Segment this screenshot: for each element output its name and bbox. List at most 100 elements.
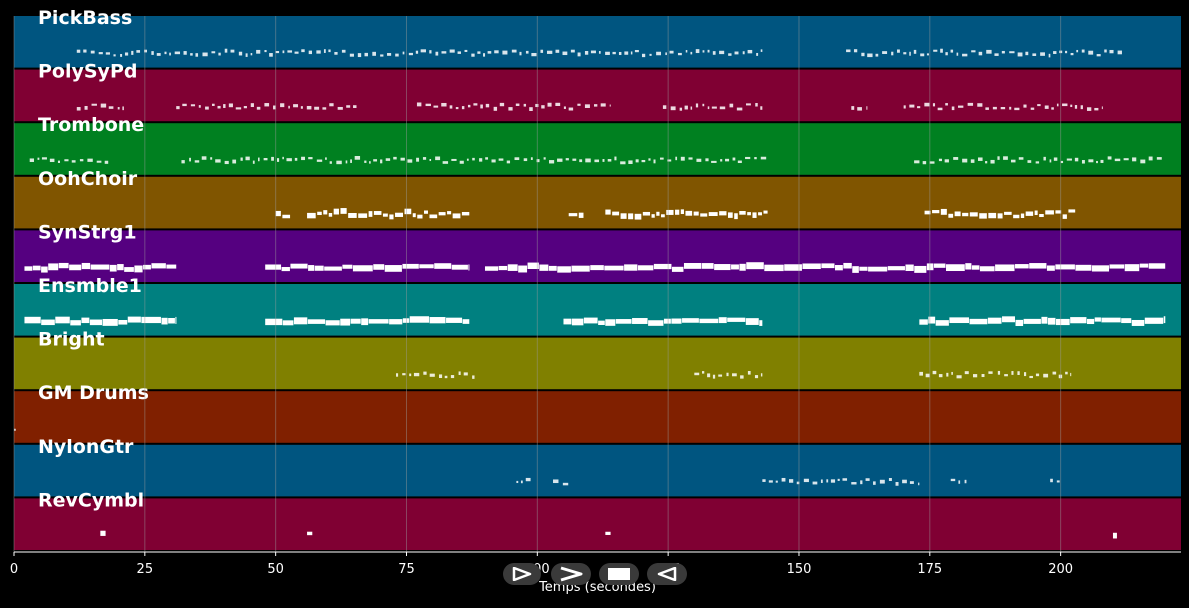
note bbox=[282, 214, 291, 219]
note bbox=[250, 53, 253, 56]
note bbox=[682, 318, 699, 323]
note bbox=[1011, 371, 1014, 375]
note bbox=[1112, 532, 1117, 539]
note bbox=[977, 103, 983, 107]
note bbox=[656, 51, 662, 56]
note bbox=[1163, 316, 1166, 324]
note bbox=[535, 103, 539, 108]
note bbox=[1100, 159, 1104, 163]
note bbox=[293, 104, 299, 108]
note bbox=[507, 264, 518, 271]
note bbox=[494, 50, 499, 54]
note bbox=[557, 266, 571, 273]
note bbox=[228, 103, 233, 108]
note bbox=[1058, 374, 1063, 379]
rewind-button[interactable] bbox=[647, 563, 687, 585]
note bbox=[695, 103, 699, 108]
note bbox=[903, 52, 907, 55]
note bbox=[369, 161, 371, 164]
note bbox=[756, 52, 759, 56]
note bbox=[90, 50, 95, 54]
note bbox=[523, 103, 527, 107]
note bbox=[1018, 157, 1024, 160]
note-segment bbox=[851, 106, 868, 111]
note bbox=[857, 107, 862, 111]
note bbox=[1023, 104, 1027, 108]
note bbox=[918, 482, 920, 486]
note bbox=[122, 106, 124, 111]
note bbox=[435, 156, 441, 161]
note bbox=[1009, 106, 1012, 110]
note bbox=[755, 103, 758, 107]
note bbox=[1041, 316, 1048, 324]
note bbox=[265, 318, 283, 326]
note bbox=[1101, 106, 1103, 110]
note-segment bbox=[396, 371, 475, 379]
note bbox=[752, 212, 757, 218]
note bbox=[485, 157, 489, 160]
note bbox=[648, 158, 651, 161]
note bbox=[1124, 264, 1140, 272]
stop-button[interactable] bbox=[599, 563, 639, 585]
note bbox=[1088, 159, 1094, 163]
note bbox=[891, 51, 894, 56]
track-label: PolySyPd bbox=[38, 61, 137, 83]
note bbox=[994, 53, 999, 56]
note bbox=[986, 49, 992, 54]
note bbox=[987, 317, 1002, 324]
note bbox=[176, 106, 180, 110]
note bbox=[954, 211, 961, 217]
note bbox=[562, 51, 568, 56]
note bbox=[990, 159, 995, 164]
note-segment bbox=[1112, 532, 1117, 539]
note bbox=[493, 106, 498, 111]
note bbox=[1024, 372, 1027, 377]
note bbox=[461, 106, 465, 110]
note bbox=[340, 318, 351, 326]
note bbox=[747, 49, 753, 54]
track-lane bbox=[14, 284, 1181, 336]
note bbox=[988, 371, 993, 374]
note bbox=[1080, 105, 1083, 110]
note bbox=[373, 159, 378, 162]
note bbox=[328, 212, 333, 217]
note bbox=[701, 371, 705, 374]
note bbox=[100, 530, 106, 536]
note bbox=[555, 49, 560, 53]
note bbox=[224, 48, 228, 53]
note bbox=[661, 214, 665, 218]
note bbox=[1013, 214, 1020, 219]
note bbox=[680, 209, 684, 215]
note bbox=[962, 212, 969, 217]
fast-forward-button[interactable] bbox=[551, 563, 591, 585]
note bbox=[762, 479, 766, 482]
note bbox=[731, 264, 739, 270]
note bbox=[166, 264, 177, 269]
note bbox=[740, 375, 744, 379]
note bbox=[1148, 156, 1153, 161]
note bbox=[348, 212, 357, 218]
note bbox=[514, 157, 520, 161]
note bbox=[194, 160, 200, 163]
note bbox=[747, 370, 751, 375]
note bbox=[256, 49, 261, 54]
note bbox=[997, 370, 1001, 375]
note bbox=[329, 161, 332, 164]
note bbox=[223, 104, 226, 108]
note bbox=[1053, 51, 1057, 54]
note bbox=[821, 263, 835, 269]
note bbox=[24, 316, 41, 324]
note bbox=[760, 49, 763, 52]
note bbox=[442, 161, 449, 164]
note bbox=[1068, 209, 1076, 213]
note bbox=[711, 106, 717, 109]
note bbox=[373, 264, 385, 270]
note bbox=[263, 158, 268, 161]
note bbox=[1045, 210, 1054, 215]
note bbox=[834, 265, 843, 271]
note bbox=[570, 49, 575, 53]
note bbox=[540, 49, 544, 53]
note bbox=[79, 159, 84, 162]
note bbox=[352, 265, 373, 272]
play-button[interactable] bbox=[503, 563, 541, 585]
